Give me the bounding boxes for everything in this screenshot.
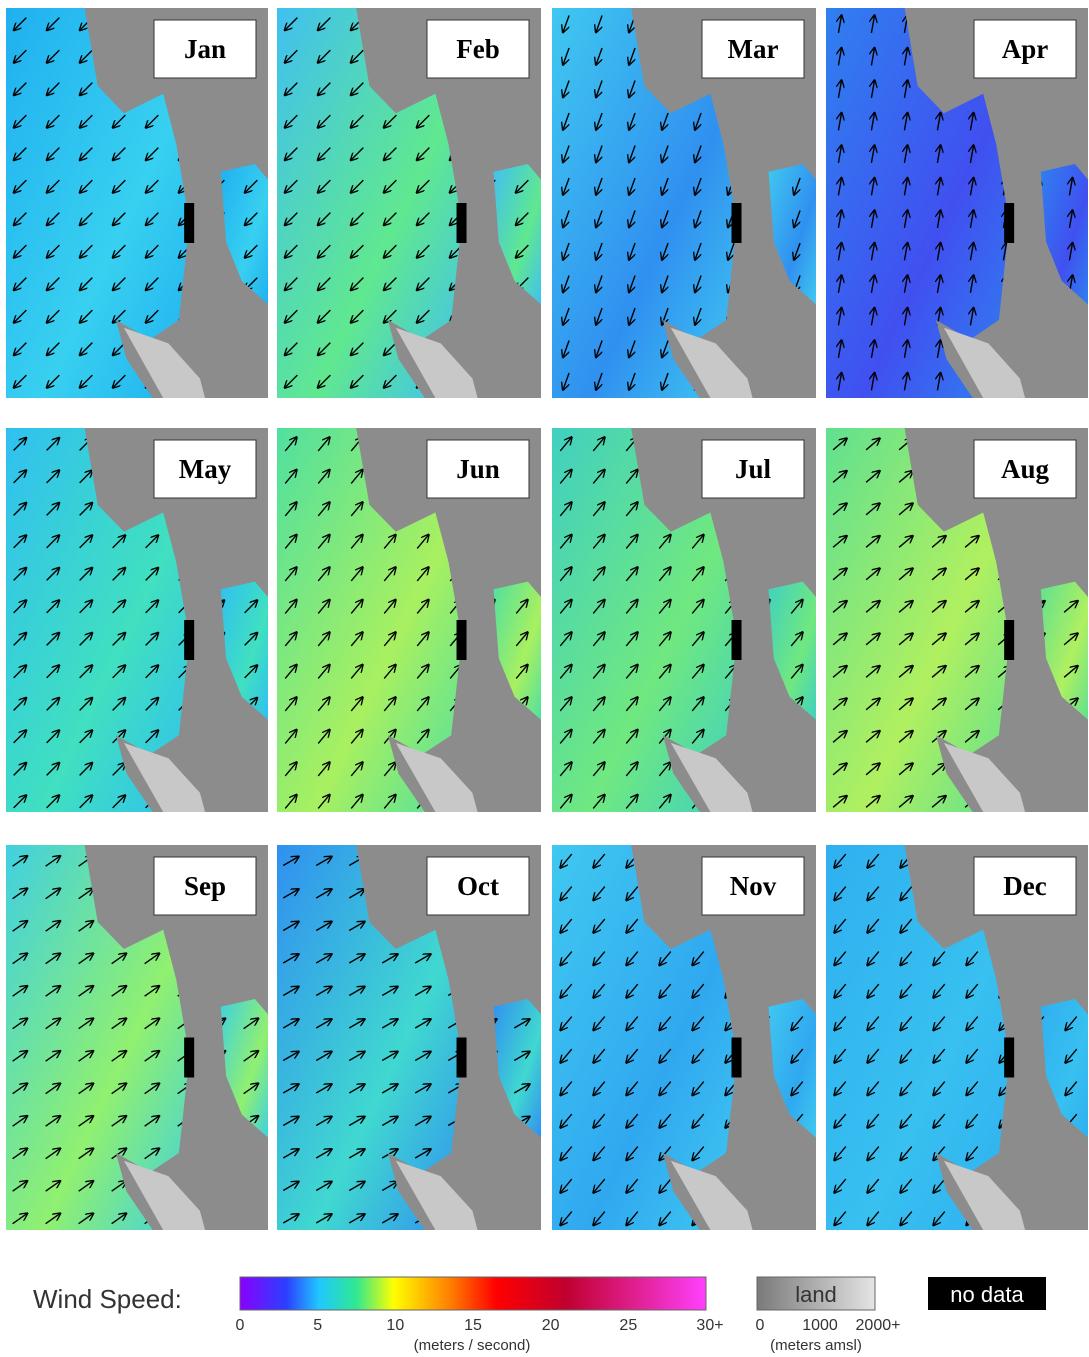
panels: Jan Feb Mar Apr May Jun Jul Aug Sep Oct Nov Dec bbox=[6, 8, 1088, 1230]
wind-tick-label: 20 bbox=[542, 1317, 560, 1334]
map-panel: May bbox=[6, 428, 268, 812]
map-panel: Feb bbox=[277, 8, 541, 398]
map-panel: Jul bbox=[552, 428, 816, 812]
wind-unit: (meters / second) bbox=[414, 1337, 531, 1354]
land-tick-label: 1000 bbox=[802, 1317, 838, 1334]
month-label: Jul bbox=[735, 454, 772, 484]
no-data-patch bbox=[184, 1038, 194, 1078]
no-data-patch bbox=[1004, 620, 1014, 660]
month-label: Sep bbox=[184, 871, 226, 901]
map-panel: Oct bbox=[277, 845, 541, 1230]
month-label: Oct bbox=[457, 871, 499, 901]
month-label: Nov bbox=[730, 871, 777, 901]
no-data-patch bbox=[184, 620, 194, 660]
map-panel: Mar bbox=[552, 8, 816, 398]
no-data-patch bbox=[457, 620, 467, 660]
land-label: land bbox=[795, 1282, 837, 1307]
map-panel: Aug bbox=[826, 428, 1088, 812]
figure: Jan Feb Mar Apr May Jun Jul Aug Sep Oct Nov Dec Win… bbox=[0, 0, 1089, 1357]
no-data-patch bbox=[732, 620, 742, 660]
no-data-patch bbox=[1004, 203, 1014, 243]
month-label: May bbox=[179, 454, 232, 484]
wind-tick-label: 30+ bbox=[696, 1317, 723, 1334]
wind-tick-label: 10 bbox=[386, 1317, 404, 1334]
land-tick-label: 0 bbox=[756, 1317, 765, 1334]
month-label: Jan bbox=[184, 34, 226, 64]
no-data-patch bbox=[732, 1038, 742, 1078]
wind-tick-label: 0 bbox=[236, 1317, 245, 1334]
map-panel: Jan bbox=[6, 8, 268, 398]
month-label: Aug bbox=[1001, 454, 1050, 484]
land-unit: (meters amsl) bbox=[770, 1337, 862, 1354]
wind-colorbar bbox=[240, 1277, 706, 1310]
wind-tick-label: 25 bbox=[619, 1317, 637, 1334]
month-label: Feb bbox=[456, 34, 500, 64]
no-data-patch bbox=[457, 203, 467, 243]
map-panel: Apr bbox=[826, 8, 1088, 398]
legend: Wind Speed: (meters / second) land (mete… bbox=[33, 1277, 1046, 1354]
no-data-patch bbox=[457, 1038, 467, 1078]
month-label: Apr bbox=[1002, 34, 1049, 64]
wind-tick-label: 15 bbox=[464, 1317, 482, 1334]
map-panel: Nov bbox=[552, 845, 816, 1230]
month-label: Mar bbox=[728, 34, 779, 64]
land-tick-label: 2000+ bbox=[856, 1317, 901, 1334]
map-panel: Jun bbox=[277, 428, 541, 812]
no-data-patch bbox=[732, 203, 742, 243]
month-label: Jun bbox=[456, 454, 500, 484]
map-panel: Dec bbox=[826, 845, 1088, 1230]
no-data-label: no data bbox=[950, 1282, 1024, 1307]
wind-tick-label: 5 bbox=[313, 1317, 322, 1334]
map-panel: Sep bbox=[6, 845, 268, 1230]
month-label: Dec bbox=[1003, 871, 1046, 901]
no-data-patch bbox=[184, 203, 194, 243]
no-data-patch bbox=[1004, 1038, 1014, 1078]
legend-title: Wind Speed: bbox=[33, 1284, 182, 1314]
